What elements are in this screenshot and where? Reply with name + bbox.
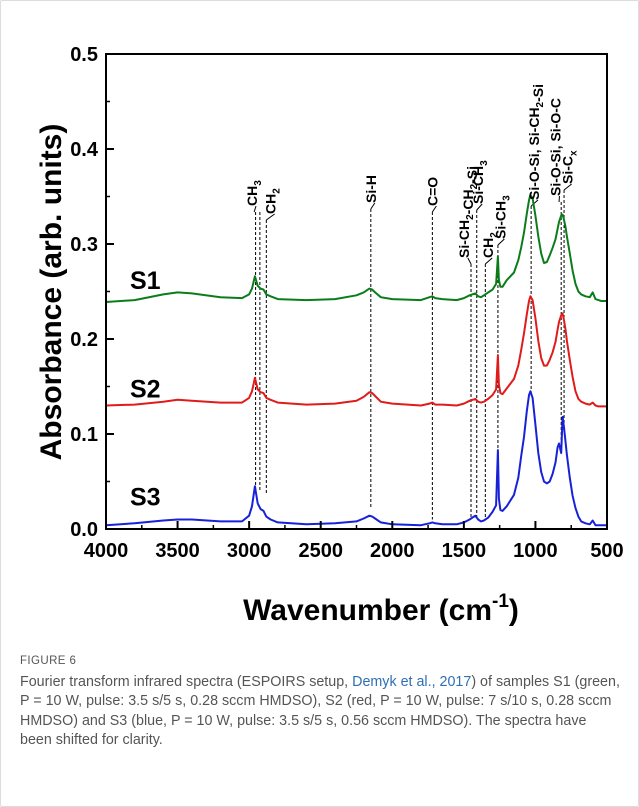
peak-label-part: 2 [465,214,476,220]
annotation-leader [370,202,376,210]
y-axis-label: Absorbance (arb. units) [35,124,68,461]
x-tick-label: 1000 [513,540,558,562]
peak-label-part: -CH [460,189,476,214]
annotation-leader [431,205,437,213]
citation-link[interactable]: Demyk et al., 2017 [352,673,472,690]
series-label-s2: S2 [130,375,161,403]
annotation-leader [484,257,493,265]
series-labels: S1 S2 S3 [130,267,161,512]
peak-label-part: 3 [501,195,512,201]
caption-text-1: Fourier transform infrared spectra (ESPO… [20,673,353,690]
y-tick-label: 0.5 [70,44,98,66]
peak-label-part: CH [244,186,260,206]
annotation-leader [266,213,275,221]
x-tick-label: 4000 [84,540,129,562]
x-tick-label: 2000 [370,540,415,562]
peak-label-part: 3 [479,160,490,166]
peak-label-part: 3 [253,180,264,186]
peak-label: Si-O-Si, Si-CH2-Si [526,84,546,200]
peak-label-part: CH [263,194,279,214]
peak-label-part: Si-CH [470,166,486,204]
peak-label-part: -Si [530,84,546,102]
peak-label-part: Si-C [560,156,576,184]
peak-label: CH2 [480,232,500,258]
caption-text-2: ) of samples S1 (green, P = 10 W, pulse:… [20,673,620,749]
series-label-s3: S3 [130,484,161,512]
series-line-s2 [106,295,607,408]
peak-label-part: Si-O-Si, Si-CH [526,107,542,200]
peak-label-part: 2 [489,232,500,238]
x-axis-label-tail: ) [509,594,519,627]
y-tick-label: 0.0 [70,519,98,541]
x-tick-label: 2500 [298,540,343,562]
series-line-s3 [106,390,607,527]
peak-label: Si-CH2-CH2-Si [456,166,480,258]
peak-label: Si-H [363,175,379,203]
figure-label: FIGURE 6 [20,655,77,667]
peak-label-part: 2 [469,183,480,189]
peak-label: Si-Cx [560,150,580,184]
x-tick-label: 3000 [227,540,272,562]
peak-label: C=O [424,177,440,206]
annotation-leader [253,205,257,213]
series-line-s1 [106,193,607,303]
annotation-leader [497,238,505,246]
peak-label-part: Si-CH [492,201,508,239]
peak-label-part: -Si [464,166,480,184]
annotation-lines [253,183,572,520]
x-tick-label: 500 [590,540,623,562]
x-tick-label: 3500 [155,540,200,562]
series-label-s1: S1 [130,267,161,295]
peak-label-part: 2 [272,188,283,194]
peak-label: CH2 [263,188,283,214]
x-axis-label-base: Wavenumber (cm [243,594,492,627]
series-layer [106,193,607,527]
peak-label-part: 2 [535,101,546,107]
y-tick-label: 0.1 [70,424,98,446]
peak-label-part: Si-O-Si, Si-O-C [548,98,564,196]
annotation-leader [467,257,472,265]
x-axis-label: Wavenumber (cm-1) [243,591,519,627]
peak-label-part: Si-CH [456,220,472,258]
x-tick-label: 1500 [442,540,487,562]
peak-label: Si-CH3 [470,160,490,204]
annotation-leader [563,183,572,191]
y-tick-label: 0.3 [70,234,98,256]
annotation-leader [530,199,539,207]
figure-caption: FIGURE 6 Fourier transform infrared spec… [20,652,620,751]
y-tick-label: 0.2 [70,329,98,351]
peak-label: Si-CH3 [492,195,512,239]
peak-label-part: CH [480,238,496,258]
peak-label: CH3 [244,180,264,206]
peak-label-part: Si-H [363,175,379,203]
ftir-chart: 4000 3500 3000 2500 2000 1500 1000 500 0.0 0.1 0.2… [35,44,624,627]
peak-label-part: C=O [424,177,440,206]
peak-label: Si-O-Si, Si-O-C [548,98,564,196]
axes: 4000 3500 3000 2500 2000 1500 1000 500 0.0 0.1 0.2… [70,44,624,562]
annotation-leader [476,203,483,211]
peak-label-part: x [569,150,580,156]
x-axis-label-sup: -1 [492,591,509,612]
y-tick-label: 0.4 [70,139,99,161]
